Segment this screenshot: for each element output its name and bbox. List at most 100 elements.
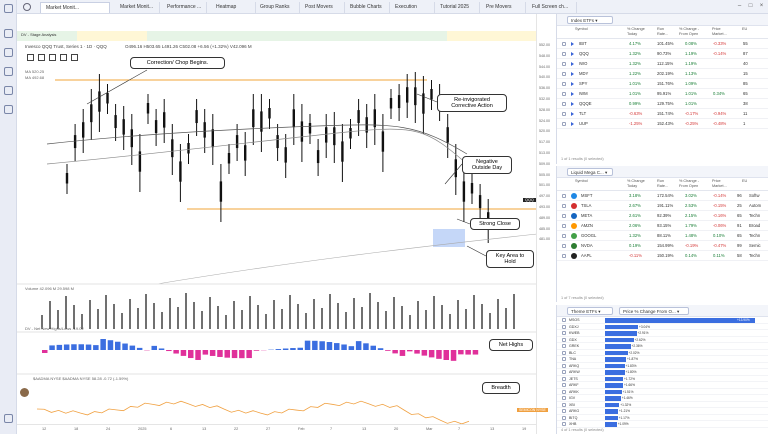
list-item[interactable]: ARKQ +1.83% — [557, 363, 768, 369]
tab-pre-movers[interactable]: Pre Movers — [481, 2, 526, 13]
list-item[interactable]: GDX +2.62% — [557, 337, 768, 343]
col-change-today[interactable]: % Change Today — [627, 179, 645, 188]
row-checkbox[interactable] — [562, 409, 566, 413]
row-checkbox[interactable] — [562, 62, 566, 66]
row-checkbox[interactable] — [562, 389, 566, 394]
play-icon[interactable] — [571, 52, 574, 56]
table-row[interactable]: GOOGL 1.32% 88.11% 1.48% 0.10% 65 Techn — [557, 231, 768, 241]
row-checkbox[interactable] — [562, 415, 566, 420]
list-item[interactable]: ARKK +1.51% — [557, 389, 768, 395]
table-row[interactable]: QQQE 0.99% 129.75% 1.01% 38 — [557, 99, 768, 109]
list-item[interactable]: ARKW +1.80% — [557, 369, 768, 376]
tab-performance[interactable]: Performance ... — [162, 2, 207, 13]
col-change-today[interactable]: % Change Today — [627, 27, 645, 36]
text-icon[interactable] — [49, 54, 56, 61]
play-icon[interactable] — [571, 92, 574, 96]
table-row[interactable]: IWO 1.32% 112.15% 1.19% 40 — [557, 59, 768, 69]
screener-icon[interactable] — [4, 67, 13, 76]
theme-dropdown[interactable]: Theme ETFs ▾ — [567, 307, 613, 315]
tab-market-monitor-2[interactable]: Market Monit... — [115, 2, 160, 13]
search-icon[interactable] — [23, 3, 31, 11]
theme-column-select[interactable]: Price % Change From O... ▾ — [619, 307, 689, 315]
table-row[interactable]: SPY 1.01% 151.76% 1.09% 85 — [557, 79, 768, 89]
close-icon[interactable]: × — [759, 3, 764, 9]
table-row[interactable]: IWM 1.01% 95.91% 1.01% 0.34% 65 — [557, 89, 768, 99]
row-checkbox[interactable] — [562, 204, 566, 208]
tab-market-monitor-1[interactable]: Market Monit... — [40, 2, 110, 13]
row-checkbox[interactable] — [562, 224, 566, 228]
table-row[interactable]: TLT -0.63% 151.74% -0.17% -0.94% 11 — [557, 109, 768, 119]
list-item[interactable]: ARKF +1.66% — [557, 382, 768, 389]
maximize-icon[interactable]: □ — [748, 3, 753, 9]
col-eu[interactable]: EU — [742, 27, 748, 31]
index-dropdown[interactable]: Index ETFs ▾ — [567, 16, 613, 24]
col-price-market[interactable]: Price Market... — [712, 179, 727, 188]
row-checkbox[interactable] — [562, 318, 566, 322]
row-checkbox[interactable] — [562, 422, 566, 426]
play-icon[interactable] — [571, 82, 574, 86]
table-row[interactable]: QQQ 1.32% 90.73% 1.19% -0.14% 87 — [557, 49, 768, 59]
table-row[interactable]: IBIT 4.17% 101.45% 0.08% -0.33% 55 — [557, 39, 768, 49]
row-checkbox[interactable] — [562, 112, 566, 116]
col-symbol[interactable]: Symbol — [575, 27, 588, 31]
row-checkbox[interactable] — [562, 402, 566, 407]
row-checkbox[interactable] — [562, 244, 566, 248]
list-item[interactable]: TNA +1.87% — [557, 356, 768, 363]
tab-execution[interactable]: Execution — [390, 2, 435, 13]
watchlist-icon[interactable] — [4, 29, 13, 38]
table-row[interactable]: AAPL -0.11% 150.19% 0.14% 0.11% 58 Techn — [557, 251, 768, 261]
row-checkbox[interactable] — [562, 234, 566, 238]
home-icon[interactable] — [4, 4, 13, 13]
row-checkbox[interactable] — [562, 376, 566, 381]
play-icon[interactable] — [571, 112, 574, 116]
table-row[interactable]: TSLA 2.67% 191.11% 2.53% -0.15% 25 Autom — [557, 201, 768, 211]
row-checkbox[interactable] — [562, 254, 566, 258]
col-change-open[interactable]: % Change - From Open — [679, 179, 700, 188]
row-checkbox[interactable] — [562, 102, 566, 106]
table-row[interactable]: AMZN 2.06% 93.15% 1.79% -0.06% 91 Broad — [557, 221, 768, 231]
mega-dropdown[interactable]: Liquid Mega C... ▾ — [567, 168, 613, 176]
col-eu[interactable]: EU — [742, 179, 748, 183]
col-price-market[interactable]: Price Market... — [712, 27, 727, 36]
alerts-icon[interactable] — [4, 86, 13, 95]
table-row[interactable]: NVDA 0.19% 154.99% -0.19% -0.47% 99 Semic — [557, 241, 768, 251]
tab-heatmap[interactable]: Heatmap — [211, 2, 256, 13]
crosshair-icon[interactable] — [27, 54, 34, 61]
table-row[interactable]: UUP -1.25% 152.43% -0.25% -0.48% 1 — [557, 119, 768, 129]
row-checkbox[interactable] — [562, 344, 566, 348]
minimize-icon[interactable]: – — [737, 3, 742, 9]
row-checkbox[interactable] — [562, 331, 566, 335]
layout-icon[interactable] — [4, 105, 13, 114]
row-checkbox[interactable] — [562, 82, 566, 86]
tab-group-ranks[interactable]: Group Ranks — [255, 2, 300, 13]
table-row[interactable]: META 2.61% 92.39% 2.15% -0.16% 65 Techn — [557, 211, 768, 221]
chart-icon[interactable] — [4, 48, 13, 57]
tab-bubble-charts[interactable]: Bubble Charts — [345, 2, 390, 13]
row-checkbox[interactable] — [562, 337, 566, 342]
trendline-icon[interactable] — [60, 54, 67, 61]
chart-panel[interactable]: DV - Stage Analysis Invesco QQQ Trust, S… — [17, 14, 555, 434]
row-checkbox[interactable] — [562, 350, 566, 355]
list-item[interactable]: ARKG +1.21% — [557, 408, 768, 415]
list-item[interactable]: GREK +2.36% — [557, 343, 768, 350]
list-item[interactable]: KWEB +2.91% — [557, 330, 768, 337]
row-checkbox[interactable] — [562, 396, 566, 400]
tab-full-screen[interactable]: Full Screen ch... — [527, 2, 577, 13]
list-item[interactable]: JETS +1.72% — [557, 376, 768, 382]
row-checkbox[interactable] — [562, 194, 566, 198]
row-checkbox[interactable] — [562, 42, 566, 46]
row-checkbox[interactable] — [562, 122, 566, 126]
row-checkbox[interactable] — [562, 72, 566, 76]
row-checkbox[interactable] — [562, 324, 566, 329]
rectangle-icon[interactable] — [38, 54, 45, 61]
table-row[interactable]: MDY 1.22% 202.19% 1.13% 15 — [557, 69, 768, 79]
col-change-open[interactable]: % Change - From Open — [679, 27, 700, 36]
col-run-rate[interactable]: Run Rate... — [657, 179, 669, 188]
list-item[interactable]: BLC +2.02% — [557, 350, 768, 356]
col-symbol[interactable]: Symbol — [575, 179, 588, 183]
row-checkbox[interactable] — [562, 370, 566, 374]
list-item[interactable]: IGV +1.46% — [557, 395, 768, 402]
price-chart-svg[interactable] — [17, 14, 555, 434]
row-checkbox[interactable] — [562, 357, 566, 361]
play-icon[interactable] — [571, 102, 574, 106]
